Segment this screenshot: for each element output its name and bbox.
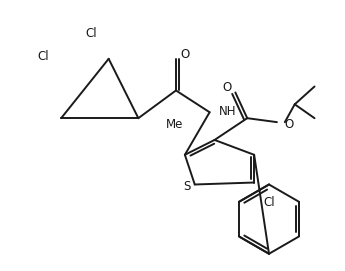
Text: S: S bbox=[183, 180, 190, 193]
Text: NH: NH bbox=[218, 105, 236, 118]
Text: Cl: Cl bbox=[85, 27, 97, 40]
Text: Cl: Cl bbox=[263, 196, 275, 209]
Text: Me: Me bbox=[166, 118, 184, 131]
Text: O: O bbox=[285, 118, 294, 131]
Text: Cl: Cl bbox=[38, 50, 49, 63]
Text: O: O bbox=[180, 48, 189, 61]
Text: O: O bbox=[222, 81, 231, 94]
